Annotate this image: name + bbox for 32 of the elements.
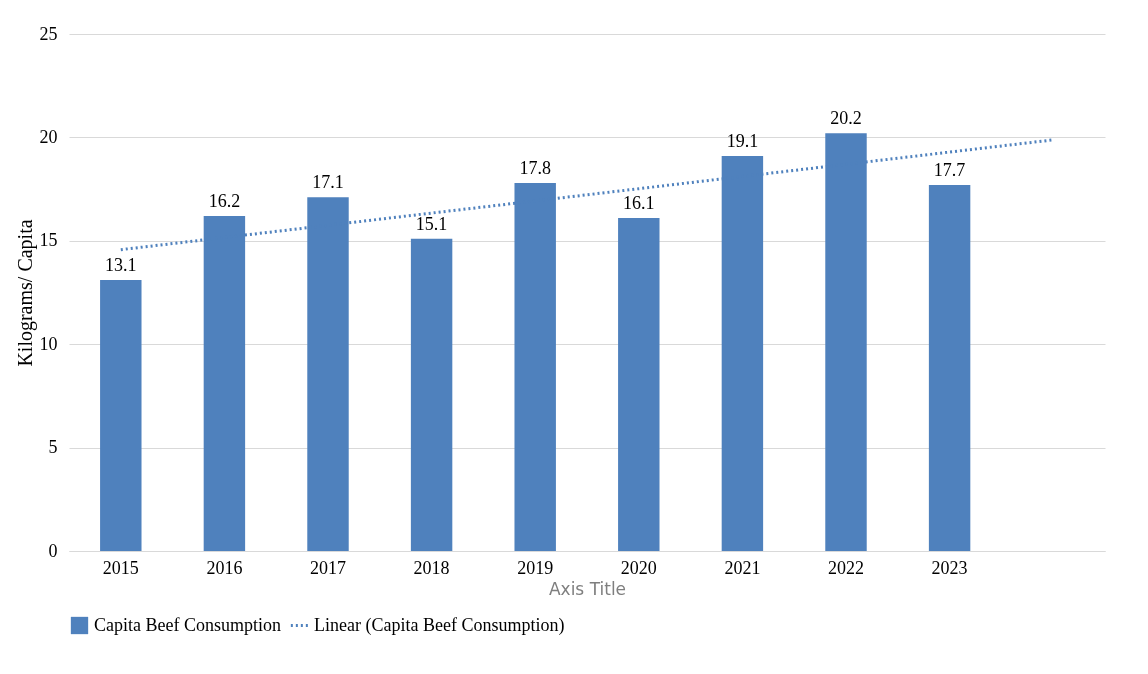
- bar: [100, 280, 142, 551]
- data-label: 19.1: [726, 131, 759, 152]
- data-label: 16.2: [208, 190, 241, 211]
- x-tick-label: 2023: [931, 557, 968, 578]
- data-label: 17.7: [933, 159, 966, 180]
- y-axis-title: Kilograms/ Capita: [13, 219, 37, 367]
- data-label: 17.8: [519, 157, 551, 178]
- legend-label: Linear (Capita Beef Consumption): [314, 614, 565, 636]
- data-label: 16.1: [623, 193, 655, 214]
- x-tick-label: 2015: [102, 557, 139, 578]
- y-tick-label: 25: [39, 23, 58, 44]
- x-tick-label: 2016: [206, 557, 243, 578]
- y-tick-label: 10: [39, 333, 58, 354]
- y-tick-label: 5: [48, 437, 58, 458]
- bar: [410, 238, 453, 551]
- data-label: 17.1: [312, 172, 344, 193]
- y-tick-label: 20: [39, 126, 58, 147]
- legend-label: Capita Beef Consumption: [94, 614, 281, 635]
- bar: [618, 218, 660, 551]
- x-tick-label: 2020: [620, 557, 657, 578]
- x-tick-label: 2018: [413, 557, 450, 578]
- data-label: 20.2: [830, 108, 862, 129]
- x-tick-label: 2022: [828, 557, 864, 578]
- x-axis-title: Axis Title: [548, 578, 627, 599]
- x-tick-label: 2021: [724, 557, 761, 578]
- data-label: 13.1: [105, 255, 137, 276]
- data-label: 15.1: [415, 213, 448, 234]
- y-tick-label: 15: [39, 230, 58, 251]
- y-tick-label: 0: [48, 540, 58, 561]
- bar: [928, 184, 971, 551]
- x-tick-label: 2019: [517, 557, 554, 578]
- x-tick-label: 2017: [310, 557, 346, 578]
